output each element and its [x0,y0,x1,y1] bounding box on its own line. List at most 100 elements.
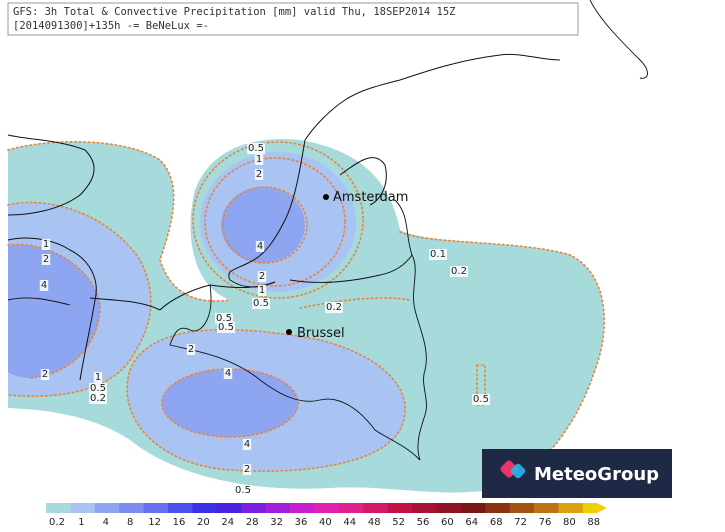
contour-label-bg [450,266,468,277]
contour-label: 1 [256,154,262,165]
contour-label-bg [89,393,107,404]
contour-label-bg [254,154,264,165]
legend-swatch [509,503,535,513]
legend-label: 32 [270,517,283,528]
legend-label: 16 [173,517,186,528]
legend-swatch [119,503,145,513]
legend-swatch [387,503,413,513]
legend-swatch [143,503,169,513]
legend-label: 56 [417,517,430,528]
contour-label: 0.5 [90,383,106,394]
city-dot [323,194,329,200]
header-box [7,2,579,36]
legend-swatch [582,503,607,513]
contour-label: 0.2 [451,266,467,277]
legend-label: 28 [246,517,259,528]
contour-label: 2 [43,254,49,265]
contour-label: 0.5 [248,143,264,154]
legend-label: 36 [295,517,308,528]
contour-label: 4 [225,368,231,379]
legend-swatch [265,503,291,513]
legend-swatch [338,503,364,513]
contour-label: 2 [256,169,262,180]
legend-label: 52 [392,517,405,528]
contour-label: 0.5 [235,485,251,496]
header-subtitle: [2014091300]+135h -= BeNeLux =- [13,20,209,32]
contour-label: 1 [95,372,101,383]
contour-label-bg [257,271,267,282]
legend-swatch [363,503,389,513]
contour-label: 4 [41,280,47,291]
contour-label-bg [217,322,235,333]
contour-label-bg [242,439,252,450]
contour-label-bg [40,369,50,380]
legend-label: 24 [221,517,234,528]
contour-label-bg [325,302,343,313]
city-label: Brussel [297,326,345,341]
contour-label-bg [247,143,265,154]
contour-label-bg [254,169,264,180]
legend-swatch [168,503,193,513]
legend-label: 48 [368,517,381,528]
logo-icon [510,463,526,479]
contour-label-bg [242,464,252,475]
contour-label-bg [93,372,103,383]
contour-label-bg [223,368,233,379]
contour-label: 0.2 [326,302,342,313]
contour-label-bg [234,485,252,496]
legend-swatch [241,503,267,513]
contour-label: 0.5 [473,394,489,405]
legend-label: 44 [343,517,356,528]
legend-label: 4 [103,517,109,528]
contour-label-bg [89,383,107,394]
contour-label-bg [186,344,196,355]
contour-label: 1 [43,239,49,250]
contour-label-bg [429,249,447,260]
legend-label: 1 [78,517,84,528]
header-title: GFS: 3h Total & Convective Precipitation… [13,6,456,18]
legend-swatch [485,503,511,513]
contour-label-bg [252,298,270,309]
contour-label: 2 [259,271,265,282]
logo: MeteoGroup [482,449,672,498]
legend-swatch [314,503,340,513]
precip-field [8,139,605,493]
contour-label: 0.5 [216,313,232,324]
legend-swatch [412,503,437,513]
legend-swatch [46,503,71,513]
contour-label: 1 [259,285,265,296]
contour-label-bg [41,239,51,250]
contour-label: 2 [188,344,194,355]
contour-label-bg [255,241,265,252]
legend-label: 12 [148,517,161,528]
legend-label: 20 [197,517,210,528]
legend-swatch [216,503,242,513]
logo-text: MeteoGroup [534,464,659,485]
legend-swatch [290,503,315,513]
contour-label: 2 [42,369,48,380]
legend: 0.2 1 4 8 12 16 20 24 28 32 36 40 44 48 52 56 60 64 68 72 76… [46,503,607,528]
contour-label-bg [257,285,267,296]
legend-swatch [436,503,462,513]
legend-swatch [558,503,584,513]
city-label: Amsterdam [333,190,408,205]
legend-swatch [460,503,486,513]
legend-swatch [70,503,96,513]
legend-label: 68 [490,517,503,528]
contour-label-bg [39,280,49,291]
legend-label: 0.2 [49,517,65,528]
legend-swatch [192,503,218,513]
legend-label: 8 [127,517,133,528]
contour-label: 4 [257,241,263,252]
contour-label: 0.2 [90,393,106,404]
contour-labels: 0.5 1 2 4 2 1 0.5 0.2 0.1 0.2 1 2 4 0.5 … [39,143,490,496]
contour-label-bg [215,313,233,324]
legend-swatch [94,503,120,513]
contour-label: 0.5 [253,298,269,309]
legend-label: 64 [465,517,478,528]
contour-label-bg [41,254,51,265]
legend-label: 80 [563,517,576,528]
legend-swatch [534,503,559,513]
